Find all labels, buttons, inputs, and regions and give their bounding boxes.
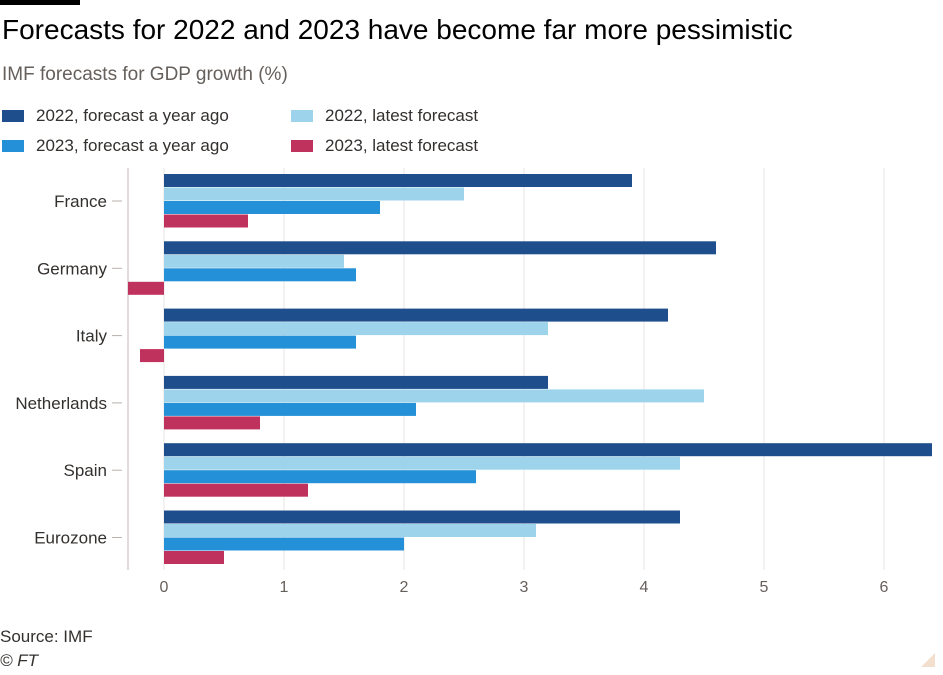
bar [164,551,224,564]
bar [164,254,344,268]
bar [164,187,464,201]
bar [164,201,380,214]
bar [164,322,548,336]
category-label: Eurozone [34,529,107,548]
legend: 2022, forecast a year ago 2023, forecast… [2,106,562,164]
bar [164,268,356,282]
bar [164,375,548,389]
legend-item-2022-latest: 2022, latest forecast [291,106,478,126]
legend-label: 2022, latest forecast [325,106,479,125]
legend-item-2023-year-ago: 2023, forecast a year ago [2,136,229,156]
bar [164,308,668,322]
bar-chart: France Germany Italy Netherlands Spain Eurozo… [15,168,932,596]
copyright-credit: © FT [0,651,39,670]
chart-title: Forecasts for 2022 and 2023 have become … [2,14,793,45]
bar [164,174,632,187]
x-tick-label: 4 [640,579,649,596]
bar [164,510,680,524]
bar [164,389,704,403]
legend-label: 2023, forecast a year ago [36,136,229,155]
legend-item-2022-year-ago: 2022, forecast a year ago [2,106,229,126]
legend-item-2023-latest: 2023, latest forecast [291,136,478,156]
bar [164,443,932,457]
category-label: Germany [37,259,107,278]
bar [164,402,416,416]
legend-swatch [291,140,313,152]
x-tick-label: 1 [280,579,289,596]
source-note: Source: IMF [0,627,93,646]
bar [164,470,476,484]
legend-label: 2022, forecast a year ago [36,106,229,125]
x-tick-label: 3 [520,579,529,596]
category-label: France [54,192,107,211]
x-tick-label: 5 [760,579,769,596]
bar [164,335,356,349]
category-label: Spain [64,461,107,480]
brand-bar [0,0,80,5]
legend-label: 2023, latest forecast [325,136,479,155]
category-label: Italy [76,327,108,346]
bar [128,281,164,295]
legend-swatch [291,110,313,122]
x-tick-label: 0 [160,579,169,596]
legend-swatch [2,110,24,122]
bar [164,241,716,255]
bar [140,349,164,363]
category-label: Netherlands [15,394,107,413]
bar [164,537,404,551]
bar [164,483,308,497]
legend-swatch [2,140,24,152]
bar [164,214,248,228]
bar [164,524,536,537]
bar [164,456,680,470]
corner-marker [921,653,935,667]
bar [164,416,260,430]
chart-subtitle: IMF forecasts for GDP growth (%) [2,64,288,85]
x-tick-label: 2 [400,579,409,596]
x-tick-label: 6 [880,579,889,596]
